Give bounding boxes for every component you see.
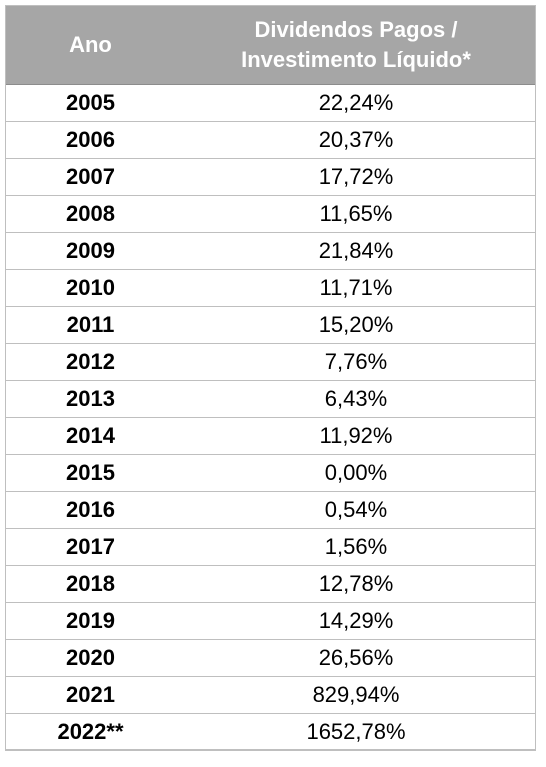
value-cell: 0,00% (176, 454, 536, 492)
year-cell: 2019 (5, 602, 176, 640)
table-row: 2019 14,29% (5, 602, 536, 640)
value-cell: 17,72% (176, 158, 536, 196)
year-cell: 2011 (5, 306, 176, 344)
table-row: 2014 11,92% (5, 417, 536, 455)
value-cell: 11,92% (176, 417, 536, 455)
year-cell: 2009 (5, 232, 176, 270)
year-cell: 2008 (5, 195, 176, 233)
table-row: 2015 0,00% (5, 454, 536, 492)
header-value-line2: Investimento Líquido* (241, 46, 471, 72)
header-value: Dividendos Pagos / Investimento Líquido* (176, 5, 536, 85)
value-cell: 1,56% (176, 528, 536, 566)
value-cell: 20,37% (176, 121, 536, 159)
dividends-table: Ano Dividendos Pagos / Investimento Líqu… (5, 5, 536, 751)
year-cell: 2020 (5, 639, 176, 677)
value-cell: 0,54% (176, 491, 536, 529)
value-cell: 15,20% (176, 306, 536, 344)
table-row: 2011 15,20% (5, 306, 536, 344)
value-cell: 14,29% (176, 602, 536, 640)
table-row: 2005 22,24% (5, 84, 536, 122)
value-cell: 26,56% (176, 639, 536, 677)
value-cell: 1652,78% (176, 713, 536, 751)
header-value-line1: Dividendos Pagos / (254, 16, 458, 42)
table-row: 2017 1,56% (5, 528, 536, 566)
table-body: 2005 22,24% 2006 20,37% 2007 17,72% 2008 11,… (5, 84, 536, 751)
table-header-row: Ano Dividendos Pagos / Investimento Líqu… (5, 5, 536, 85)
table-row: 2022** 1652,78% (5, 713, 536, 751)
value-cell: 7,76% (176, 343, 536, 381)
year-cell: 2012 (5, 343, 176, 381)
dividends-table-container: Ano Dividendos Pagos / Investimento Líqu… (5, 5, 536, 751)
value-cell: 6,43% (176, 380, 536, 418)
table-row: 2007 17,72% (5, 158, 536, 196)
table-row: 2021 829,94% (5, 676, 536, 714)
value-cell: 22,24% (176, 84, 536, 122)
year-cell: 2013 (5, 380, 176, 418)
year-cell: 2006 (5, 121, 176, 159)
value-cell: 12,78% (176, 565, 536, 603)
year-cell: 2017 (5, 528, 176, 566)
table-row: 2012 7,76% (5, 343, 536, 381)
table-row: 2020 26,56% (5, 639, 536, 677)
year-cell: 2015 (5, 454, 176, 492)
year-cell: 2014 (5, 417, 176, 455)
year-cell: 2005 (5, 84, 176, 122)
year-cell: 2018 (5, 565, 176, 603)
header-year: Ano (5, 5, 176, 85)
table-row: 2008 11,65% (5, 195, 536, 233)
table-row: 2009 21,84% (5, 232, 536, 270)
table-row: 2016 0,54% (5, 491, 536, 529)
year-cell: 2007 (5, 158, 176, 196)
year-cell: 2022** (5, 713, 176, 751)
value-cell: 11,71% (176, 269, 536, 307)
table-row: 2006 20,37% (5, 121, 536, 159)
table-row: 2010 11,71% (5, 269, 536, 307)
table-row: 2018 12,78% (5, 565, 536, 603)
value-cell: 21,84% (176, 232, 536, 270)
value-cell: 11,65% (176, 195, 536, 233)
table-row: 2013 6,43% (5, 380, 536, 418)
year-cell: 2010 (5, 269, 176, 307)
year-cell: 2021 (5, 676, 176, 714)
year-cell: 2016 (5, 491, 176, 529)
value-cell: 829,94% (176, 676, 536, 714)
